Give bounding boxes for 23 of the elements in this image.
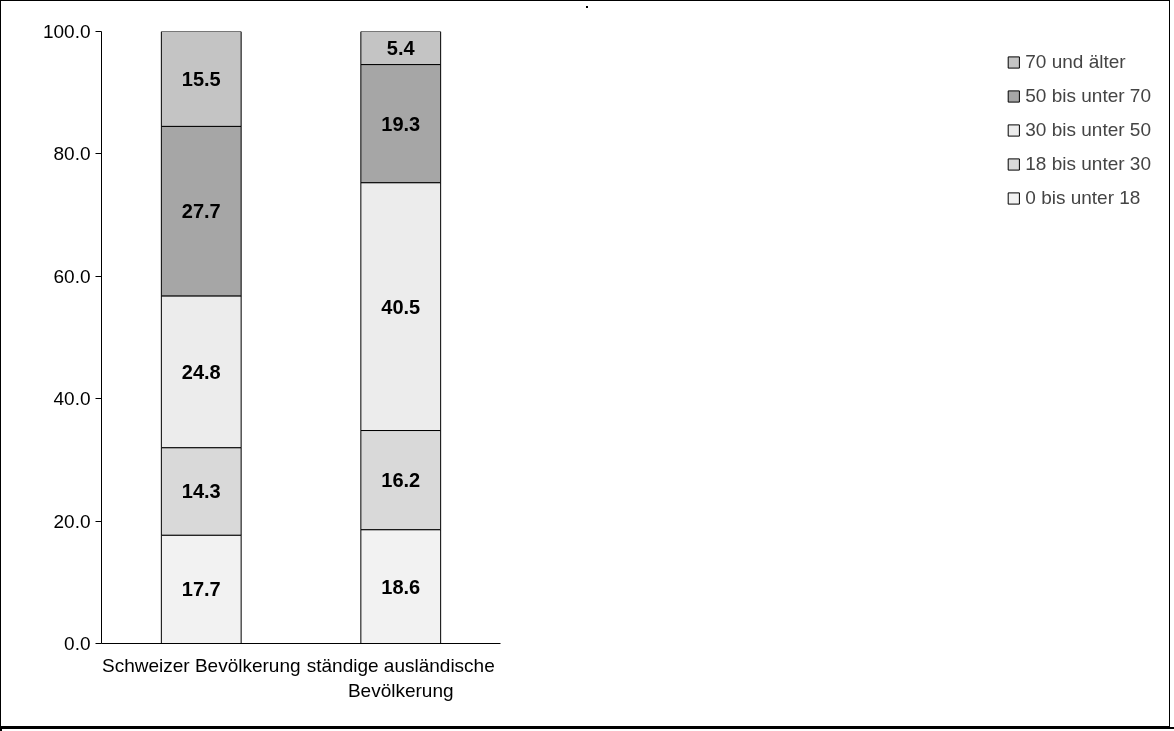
y-tick-label: 60.0 [53,265,91,287]
legend-label: 30 bis unter 50 [1025,119,1151,141]
y-tick-label: 20.0 [53,510,91,532]
x-tick-label: ständige ausländische Bevölkerung [306,654,495,701]
y-tick-label: 80.0 [53,143,91,165]
data-label: 40.5 [381,295,421,318]
data-label: 18.6 [381,575,421,598]
data-label: 5.4 [386,37,416,60]
data-label: 17.7 [181,578,221,601]
y-tick-label: 0.0 [64,633,91,654]
x-tick-label: Schweizer Bevölkerung [101,654,301,676]
legend-label: 70 und älter [1025,51,1126,73]
data-label: 14.3 [181,480,221,503]
data-label: 27.7 [181,200,221,223]
legend-label: 50 bis unter 70 [1025,85,1151,107]
legend-label: 0 bis unter 18 [1025,187,1141,209]
y-tick-label: 100.0 [42,21,91,42]
data-label: 16.2 [381,469,421,492]
data-label: 15.5 [181,67,221,90]
data-label: 19.3 [381,112,421,135]
data-label: 24.8 [181,360,221,383]
y-tick-label: 40.0 [53,388,91,410]
legend-label: 18 bis unter 30 [1025,153,1151,175]
